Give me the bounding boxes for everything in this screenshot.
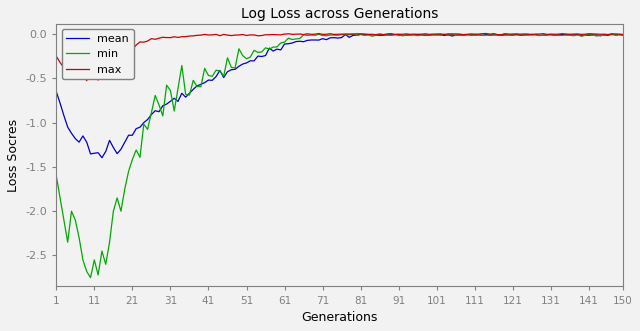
min: [528, 32, 536, 36]
max: [483, 31, 490, 35]
max: [52, 54, 60, 58]
Legend: mean, min, max: mean, min, max: [62, 29, 134, 79]
Line: max: max: [56, 33, 623, 81]
mean: [98, 156, 106, 160]
max: [620, 32, 627, 36]
max: [376, 32, 383, 36]
Y-axis label: Loss Socres: Loss Socres: [7, 118, 20, 192]
mean: [448, 34, 456, 38]
max: [243, 33, 250, 37]
min: [52, 174, 60, 178]
min: [86, 276, 94, 280]
Line: min: min: [56, 34, 623, 278]
max: [281, 32, 289, 36]
max: [83, 79, 90, 83]
mean: [524, 33, 532, 37]
mean: [353, 33, 361, 37]
mean: [608, 32, 616, 36]
mean: [281, 42, 289, 46]
max: [353, 32, 361, 36]
max: [448, 32, 456, 36]
min: [281, 40, 289, 44]
X-axis label: Generations: Generations: [301, 311, 378, 324]
mean: [52, 90, 60, 94]
mean: [376, 33, 383, 37]
min: [501, 32, 509, 36]
mean: [243, 61, 250, 65]
mean: [620, 33, 627, 37]
min: [353, 33, 361, 37]
max: [528, 32, 536, 36]
Title: Log Loss across Generations: Log Loss across Generations: [241, 7, 438, 21]
min: [448, 32, 456, 36]
min: [620, 33, 627, 37]
min: [243, 57, 250, 61]
min: [376, 33, 383, 37]
Line: mean: mean: [56, 34, 623, 158]
